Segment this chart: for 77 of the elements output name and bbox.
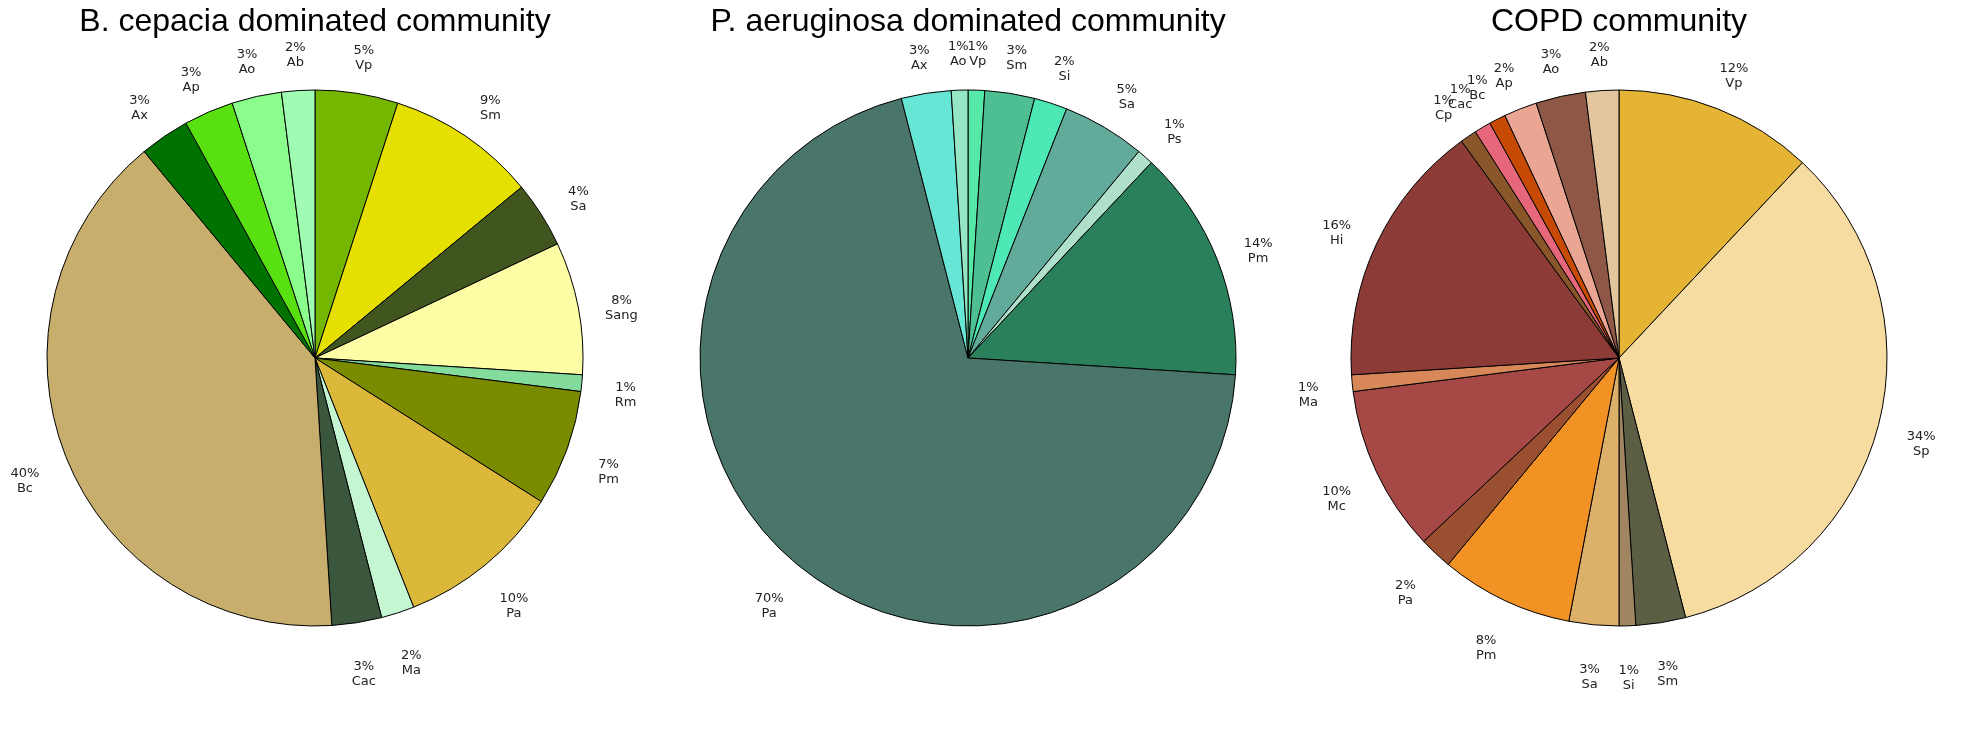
data-label: 10% xyxy=(499,590,529,606)
slice-label: Mc xyxy=(1327,497,1346,513)
slice-label: Sm xyxy=(479,106,501,122)
data-label: 14% xyxy=(1243,235,1273,251)
data-label: 1% xyxy=(1298,379,1319,395)
slice-label: Hi xyxy=(1330,232,1344,248)
slice-label: Ps xyxy=(1167,130,1182,146)
data-label: 3% xyxy=(1579,660,1600,676)
data-label: 70% xyxy=(754,590,784,606)
chart-title: B. cepacia dominated community xyxy=(79,2,551,38)
data-label: 34% xyxy=(1906,427,1936,443)
data-label: 1% xyxy=(1467,72,1488,88)
slice-label: Sa xyxy=(1118,96,1135,112)
slice-label: Ao xyxy=(1542,60,1560,76)
data-label: 2% xyxy=(1589,38,1610,54)
slice-label: Cac xyxy=(351,673,376,689)
data-label: 2% xyxy=(401,646,422,662)
slice-label: Ma xyxy=(1298,394,1318,410)
data-label: 1% xyxy=(615,379,636,395)
slice-label: Ap xyxy=(182,78,200,94)
slice-label: Pm xyxy=(598,470,619,486)
slice-label: Bc xyxy=(16,479,33,495)
slice-label: Sm xyxy=(1006,56,1028,72)
slice-label: Pm xyxy=(1247,250,1269,266)
slice-label: Pm xyxy=(1475,647,1497,663)
data-label: 1% xyxy=(1618,661,1640,677)
data-label: 7% xyxy=(598,455,619,471)
data-label: 3% xyxy=(180,63,202,79)
data-label: 10% xyxy=(1322,482,1352,498)
data-label: 3% xyxy=(353,658,375,674)
slice-label: Sp xyxy=(1912,442,1930,458)
data-label: 2% xyxy=(1054,53,1075,69)
slice-label: Sm xyxy=(1657,673,1679,689)
data-label: 3% xyxy=(129,91,150,107)
data-label: 2% xyxy=(1493,59,1515,75)
slice-label: Si xyxy=(1058,68,1071,84)
slice-label: Ab xyxy=(286,53,304,69)
slice-label: Ao xyxy=(949,53,967,69)
slice-label: Sa xyxy=(1581,675,1598,691)
data-label: 9% xyxy=(480,91,501,107)
chart-title: P. aeruginosa dominated community xyxy=(710,2,1226,38)
slice-label: Si xyxy=(1622,676,1635,692)
slice-label: Pa xyxy=(506,605,522,621)
data-label: 1% xyxy=(947,38,969,54)
chart-title: COPD community xyxy=(1490,2,1748,38)
data-label: 16% xyxy=(1322,217,1352,233)
slice-label: Ax xyxy=(131,106,149,122)
data-label: 3% xyxy=(236,45,258,61)
data-label: 1% xyxy=(1164,115,1185,131)
data-label: 40% xyxy=(10,464,40,480)
slice-label: Vp xyxy=(1725,74,1743,90)
data-label: 1% xyxy=(967,38,989,54)
data-label: 4% xyxy=(568,182,589,198)
slice-label: Ab xyxy=(1590,53,1608,69)
data-label: 2% xyxy=(1395,577,1416,593)
data-label: 2% xyxy=(285,38,306,54)
data-label: 8% xyxy=(611,291,632,307)
data-label: 3% xyxy=(1657,658,1679,674)
data-label: 3% xyxy=(1006,41,1028,57)
data-label: 12% xyxy=(1719,59,1749,75)
slice-label: Sang xyxy=(605,306,638,322)
data-label: 3% xyxy=(1540,45,1562,61)
slice-label: Ax xyxy=(910,56,928,72)
slice-label: Vp xyxy=(969,53,987,69)
slice-label: Pa xyxy=(761,605,777,621)
data-label: 3% xyxy=(908,41,930,57)
slice-label: Rm xyxy=(614,394,637,410)
slice-label: Bc xyxy=(1469,87,1486,103)
slice-label: Ap xyxy=(1495,74,1513,90)
slice-label: Sa xyxy=(570,197,587,213)
data-label: 8% xyxy=(1475,632,1497,648)
data-label: 5% xyxy=(353,41,375,57)
slice-label: Vp xyxy=(355,56,373,72)
slice-label: Ma xyxy=(401,661,422,677)
slice-label: Ao xyxy=(238,60,256,76)
slice-label: Pa xyxy=(1397,592,1414,608)
data-label: 5% xyxy=(1116,81,1138,97)
